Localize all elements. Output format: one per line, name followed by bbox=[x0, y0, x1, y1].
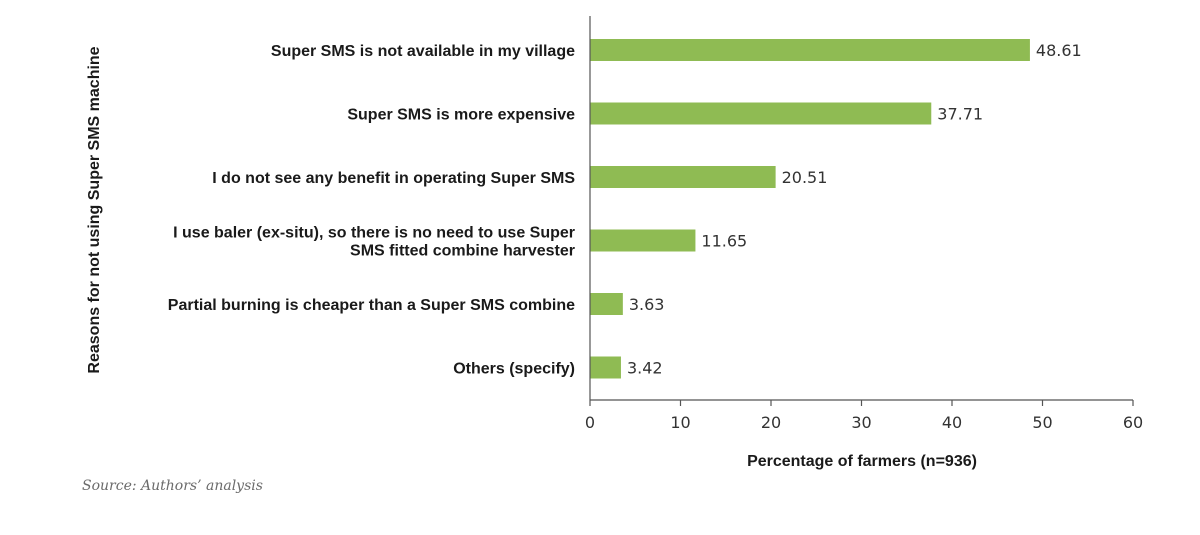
x-tick-label: 30 bbox=[851, 413, 871, 432]
y-axis-title: Reasons for not using Super SMS machine bbox=[86, 46, 103, 373]
bar-value-label: 3.63 bbox=[629, 295, 665, 314]
category-label: Super SMS is not available in my village bbox=[271, 43, 575, 60]
bar bbox=[590, 293, 623, 315]
category-label: Partial burning is cheaper than a Super … bbox=[168, 297, 575, 314]
bar-value-label: 3.42 bbox=[627, 359, 663, 378]
x-tick-label: 60 bbox=[1123, 413, 1143, 432]
bar-value-label: 11.65 bbox=[701, 232, 747, 251]
bars-layer bbox=[590, 39, 1030, 379]
bar bbox=[590, 356, 621, 379]
category-label: SMS fitted combine harvester bbox=[350, 243, 575, 260]
x-tick-label: 0 bbox=[585, 413, 595, 432]
x-tick-label: 50 bbox=[1032, 413, 1052, 432]
bar-value-label: 20.51 bbox=[782, 168, 828, 187]
x-tick-label: 40 bbox=[942, 413, 962, 432]
bar bbox=[590, 39, 1030, 61]
x-tick-label: 20 bbox=[761, 413, 781, 432]
source-note: Source: Authors’ analysis bbox=[82, 478, 263, 494]
x-axis-title: Percentage of farmers (n=936) bbox=[747, 453, 977, 470]
bar bbox=[590, 102, 932, 125]
category-label: Super SMS is more expensive bbox=[347, 107, 575, 124]
x-tick-label: 10 bbox=[670, 413, 690, 432]
category-label: Others (specify) bbox=[453, 361, 575, 378]
category-label: I do not see any benefit in operating Su… bbox=[212, 170, 575, 187]
category-label: I use baler (ex-situ), so there is no ne… bbox=[173, 225, 575, 242]
axes-layer: 0 10 20 30 40 50 60 bbox=[585, 16, 1143, 432]
bar-value-label: 48.61 bbox=[1036, 41, 1082, 60]
bar bbox=[590, 229, 696, 252]
bar-value-label: 37.71 bbox=[937, 105, 983, 124]
labels-layer: 48.61 Super SMS is not available in my vi… bbox=[168, 41, 1082, 378]
bar bbox=[590, 166, 776, 188]
